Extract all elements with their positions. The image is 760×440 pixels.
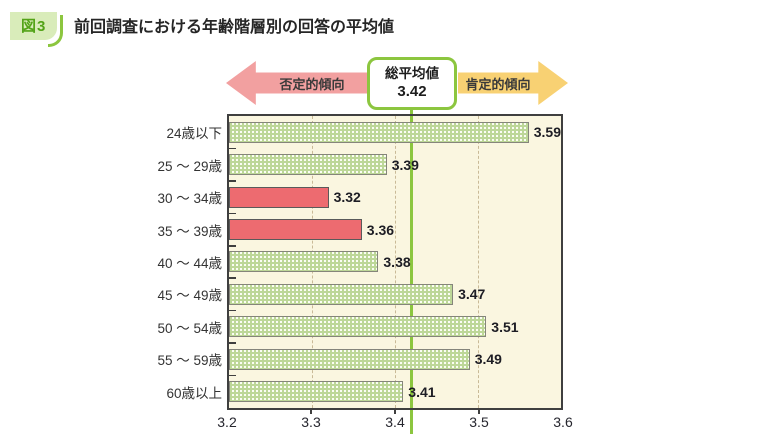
bar-value-label: 3.32 (333, 189, 361, 206)
bar-value-label: 3.39 (391, 156, 419, 173)
bar (229, 219, 362, 241)
negative-tendency-arrow: 否定的傾向 (226, 61, 368, 105)
category-label: 30 〜 34歳 (157, 191, 222, 207)
bar-rows-container: 3.59 3.39 3.32 3.36 3.38 3.47 3.51 3.49 3.41 (229, 116, 561, 408)
y-axis-tick (229, 245, 236, 247)
x-axis-tick-mark (310, 410, 312, 414)
category-label: 35 〜 39歳 (157, 223, 222, 239)
overall-average-label: 総平均値 (385, 65, 439, 81)
x-axis-tick-mark (478, 410, 480, 414)
category-label: 50 〜 54歳 (157, 320, 222, 336)
y-axis-tick (229, 180, 236, 182)
category-label: 45 〜 49歳 (157, 288, 222, 304)
negative-tendency-label: 否定的傾向 (279, 76, 345, 92)
overall-average-line-segment (410, 116, 414, 408)
bar-value-label: 3.36 (366, 221, 395, 238)
overall-average-box: 総平均値 3.42 (367, 57, 457, 110)
y-axis-tick (229, 212, 236, 215)
bar-value-label: 3.51 (491, 318, 519, 335)
category-label: 60歳以上 (166, 385, 222, 401)
bar (229, 316, 487, 338)
y-axis-tick (229, 374, 236, 377)
category-label: 24歳以下 (166, 126, 222, 142)
x-axis-tick-label: 3.4 (385, 414, 405, 430)
bar-value-label: 3.49 (474, 351, 502, 368)
bar-row: 3.36 (229, 213, 561, 245)
bar-row: 3.51 (229, 311, 561, 343)
positive-tendency-label: 肯定的傾向 (465, 76, 531, 92)
y-axis-tick (229, 277, 236, 279)
bar (229, 283, 454, 305)
x-axis-tick-label: 3.5 (469, 414, 489, 430)
bar-value-label: 3.59 (533, 124, 561, 141)
bar (229, 121, 529, 143)
bar (229, 154, 387, 176)
bar (229, 251, 379, 273)
bar-value-label: 3.41 (408, 383, 436, 400)
figure-number-label: 図3 (21, 18, 47, 35)
x-axis-tick-label: 3.2 (217, 414, 237, 430)
bar-row: 3.32 (229, 181, 561, 213)
bar-row: 3.41 (229, 376, 561, 408)
overall-average-value: 3.42 (397, 82, 427, 100)
x-axis-tick-label: 3.6 (553, 414, 573, 430)
y-axis-tick (229, 342, 236, 344)
figure-number-tag: 図3 (10, 12, 64, 47)
y-axis-tick (229, 309, 236, 312)
plot-area: 3.59 3.39 3.32 3.36 3.38 3.47 3.51 3.49 3.41 (227, 114, 563, 410)
figure-title: 前回調査における年齢階層別の回答の平均値 (74, 19, 395, 36)
gridline (395, 116, 396, 408)
bar-row: 3.49 (229, 343, 561, 375)
bar (229, 186, 329, 208)
bar-row: 3.38 (229, 246, 561, 278)
bar (229, 381, 404, 403)
bar-value-label: 3.38 (383, 253, 411, 270)
category-label: 25 〜 29歳 (157, 158, 222, 174)
y-axis-tick (229, 147, 236, 150)
category-label: 40 〜 44歳 (157, 255, 222, 271)
x-axis-tick-mark (394, 410, 396, 414)
category-axis: 24歳以下 25 〜 29歳 30 〜 34歳 35 〜 39歳 40 〜 44歳 45 … (100, 116, 222, 408)
gridline (478, 116, 479, 408)
x-axis-tick-label: 3.3 (301, 414, 321, 430)
bar-row: 3.47 (229, 278, 561, 310)
bar-row: 3.59 (229, 116, 561, 148)
category-label: 55 〜 59歳 (157, 353, 222, 369)
bar (229, 348, 470, 370)
positive-tendency-arrow: 肯定的傾向 (458, 61, 568, 105)
bar-row: 3.39 (229, 148, 561, 180)
bar-value-label: 3.47 (458, 286, 486, 303)
